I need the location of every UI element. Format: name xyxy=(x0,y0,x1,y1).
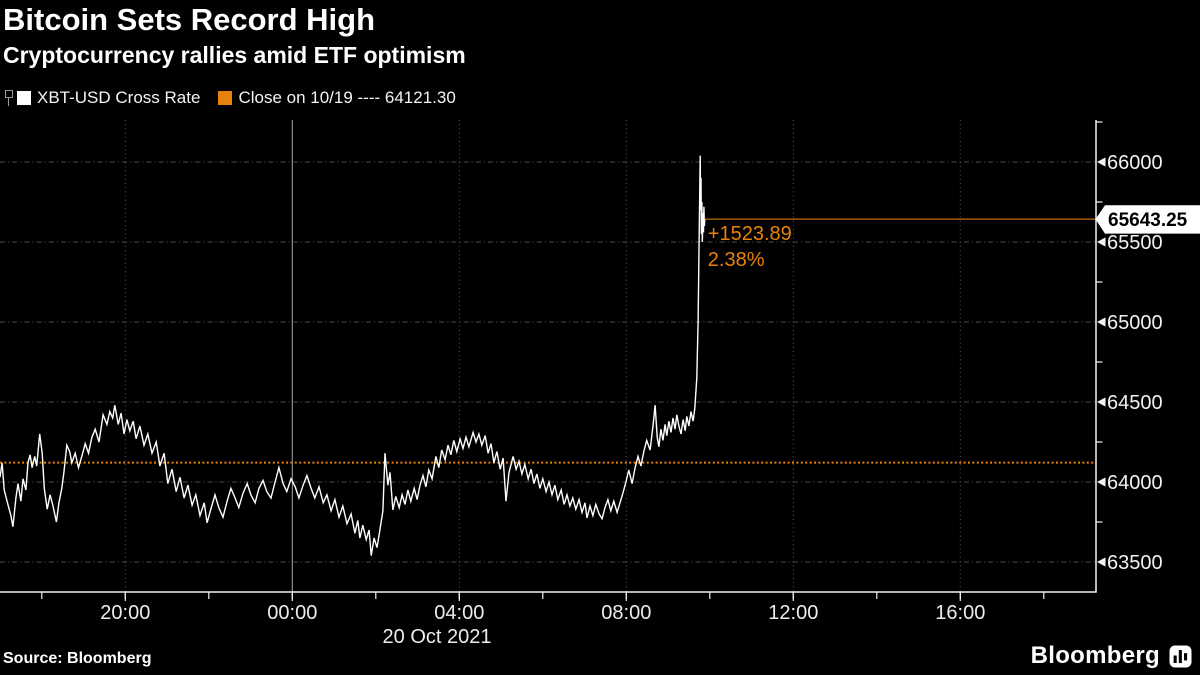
y-tick-arrow xyxy=(1097,557,1106,567)
series-swatch-icon xyxy=(17,91,31,105)
y-tick-arrow xyxy=(1097,477,1106,487)
source-label: Source: Bloomberg xyxy=(3,650,152,667)
change-annotation: +1523.89 xyxy=(708,223,792,245)
change-pct-annotation: 2.38% xyxy=(708,249,765,271)
legend-close-label: Close on 10/19 ---- 64121.30 xyxy=(238,88,456,107)
y-tick-label: 64000 xyxy=(1107,472,1163,494)
x-tick-label: 00:00 xyxy=(267,602,317,624)
page-subtitle: Cryptocurrency rallies amid ETF optimism xyxy=(3,42,466,68)
legend-series-label: XBT-USD Cross Rate xyxy=(37,88,201,107)
legend: XBT-USD Cross Rate Close on 10/19 ---- 6… xyxy=(4,88,456,108)
bloomberg-logo: Bloomberg xyxy=(1031,642,1192,670)
y-tick-label: 66000 xyxy=(1107,152,1163,174)
close-swatch-icon xyxy=(218,91,233,105)
x-tick-label: 16:00 xyxy=(935,602,985,624)
bloomberg-logo-icon xyxy=(1169,645,1192,667)
x-tick-label: 20:00 xyxy=(100,602,150,624)
series-line xyxy=(0,155,706,556)
bloomberg-wordmark: Bloomberg xyxy=(1030,642,1160,669)
y-tick-label: 64500 xyxy=(1107,392,1163,414)
series-pin-icon xyxy=(4,89,14,107)
x-axis-date-label: 20 Oct 2021 xyxy=(383,626,492,648)
last-price-tag xyxy=(1095,205,1200,234)
page-title: Bitcoin Sets Record High xyxy=(3,2,376,37)
y-tick-arrow xyxy=(1097,397,1106,407)
y-tick-arrow xyxy=(1097,237,1106,247)
last-price-tag-label: 65643.25 xyxy=(1108,210,1188,231)
y-tick-label: 63500 xyxy=(1107,552,1163,574)
x-tick-label: 04:00 xyxy=(434,602,484,624)
y-tick-arrow xyxy=(1097,317,1106,327)
x-tick-label: 12:00 xyxy=(768,602,818,624)
y-tick-label: 65500 xyxy=(1107,232,1163,254)
y-tick-label: 65000 xyxy=(1107,312,1163,334)
x-tick-label: 08:00 xyxy=(601,602,651,624)
y-tick-arrow xyxy=(1097,157,1106,167)
